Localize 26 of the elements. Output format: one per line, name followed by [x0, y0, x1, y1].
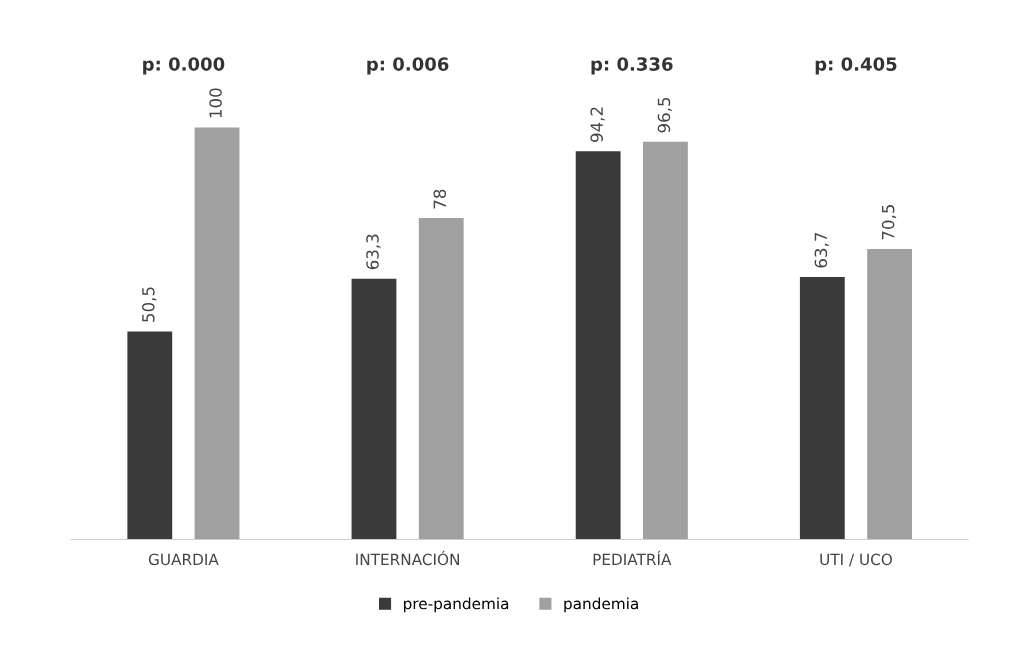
- text: p: 0.000: [143, 57, 225, 75]
- legend-label: pandemia: [564, 597, 638, 613]
- data-label: 70,5: [881, 205, 897, 240]
- data-label: 100: [209, 88, 222, 118]
- text: p: 0.405: [815, 57, 897, 75]
- data-label: 63,3: [366, 234, 381, 270]
- x-tick-label: INTERNACIÓN: [356, 550, 459, 566]
- x-tick-label: PEDIATRÍA: [593, 550, 672, 565]
- data-label: 50,5: [142, 287, 157, 322]
- bar: [799, 277, 845, 540]
- legend-label: pre-pandemia: [404, 597, 509, 613]
- text: p: 0.006: [367, 57, 449, 75]
- x-tick-label: UTI / UCO: [820, 553, 892, 567]
- data-label: 78: [433, 189, 447, 209]
- x-tick-label: GUARDIA: [148, 553, 219, 566]
- data-label: 94,2: [590, 107, 605, 142]
- bar: [351, 278, 397, 540]
- data-label: 63,7: [814, 232, 829, 268]
- bar: [575, 151, 621, 540]
- bar: [642, 141, 688, 540]
- bar: [127, 331, 173, 540]
- bar: [867, 248, 913, 540]
- text: p: 0.336: [591, 57, 673, 75]
- data-label: 96,5: [657, 97, 672, 133]
- bar: [418, 218, 464, 540]
- bar: [194, 127, 240, 540]
